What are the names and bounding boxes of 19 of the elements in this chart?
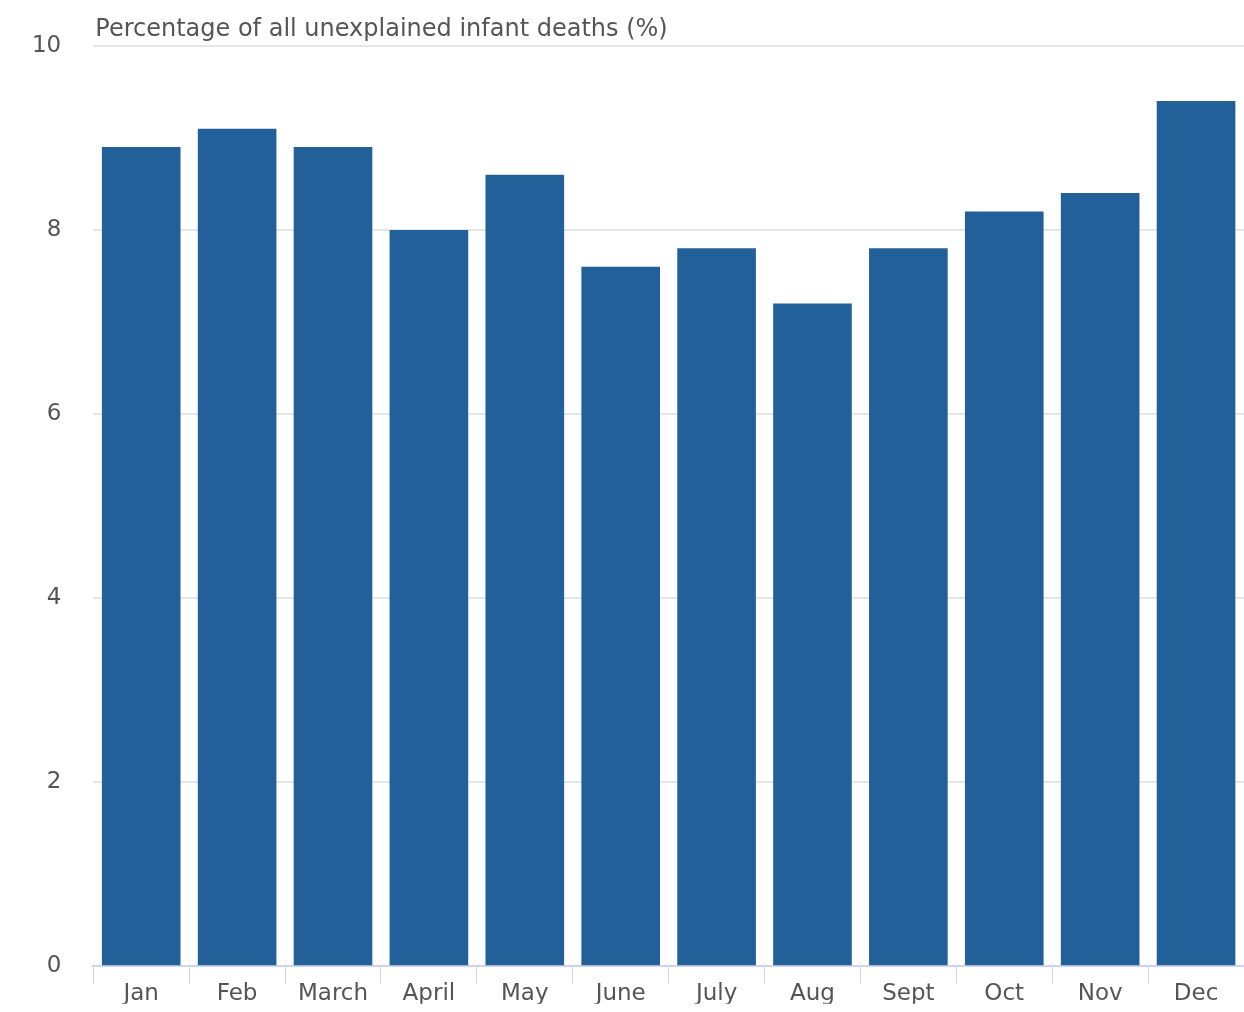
y-tick-label: 10 (31, 30, 62, 57)
y-tick-label: 8 (46, 214, 62, 241)
x-tick-label: Sept (882, 978, 935, 1005)
x-tick-label: July (693, 978, 738, 1005)
x-tick-label: June (593, 978, 646, 1005)
x-tick-label: Feb (216, 978, 258, 1005)
x-tick-label: Nov (1077, 978, 1123, 1005)
x-tick-label: Aug (790, 978, 835, 1005)
y-tick-label: 4 (46, 583, 62, 610)
y-tick-label: 2 (46, 767, 62, 794)
x-tick-label: April (402, 978, 456, 1005)
x-tick-label: Jan (121, 978, 159, 1005)
x-tick-label: March (297, 978, 369, 1005)
x-tick-label: Dec (1173, 978, 1219, 1005)
x-tick-label: Oct (984, 978, 1025, 1005)
y-tick-label: 6 (46, 398, 62, 425)
x-tick-label: May (501, 978, 549, 1005)
y-axis-title: Percentage of all unexplained infant deaths (%) (95, 14, 668, 43)
y-tick-label: 0 (46, 951, 62, 978)
